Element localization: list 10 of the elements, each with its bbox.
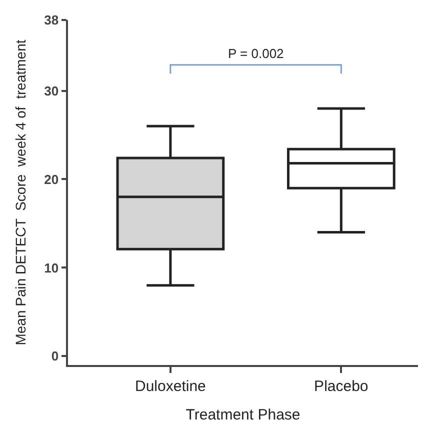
annotation: P = 0.002 [228,46,284,61]
y-tick-label: 30 [44,83,59,98]
x-tick-label: Placebo [314,378,368,395]
y-tick-label: 10 [44,260,59,276]
x-axis-title: Treatment Phase [186,406,300,424]
y-axis-title: Mean Pain DETECT Score week 4 of treatment [12,40,28,346]
y-tick-label: 38 [44,12,59,28]
y-tick-label: 0 [51,348,59,364]
x-tick-label: Duloxetine [134,378,206,395]
y-tick-label: 20 [44,172,59,187]
